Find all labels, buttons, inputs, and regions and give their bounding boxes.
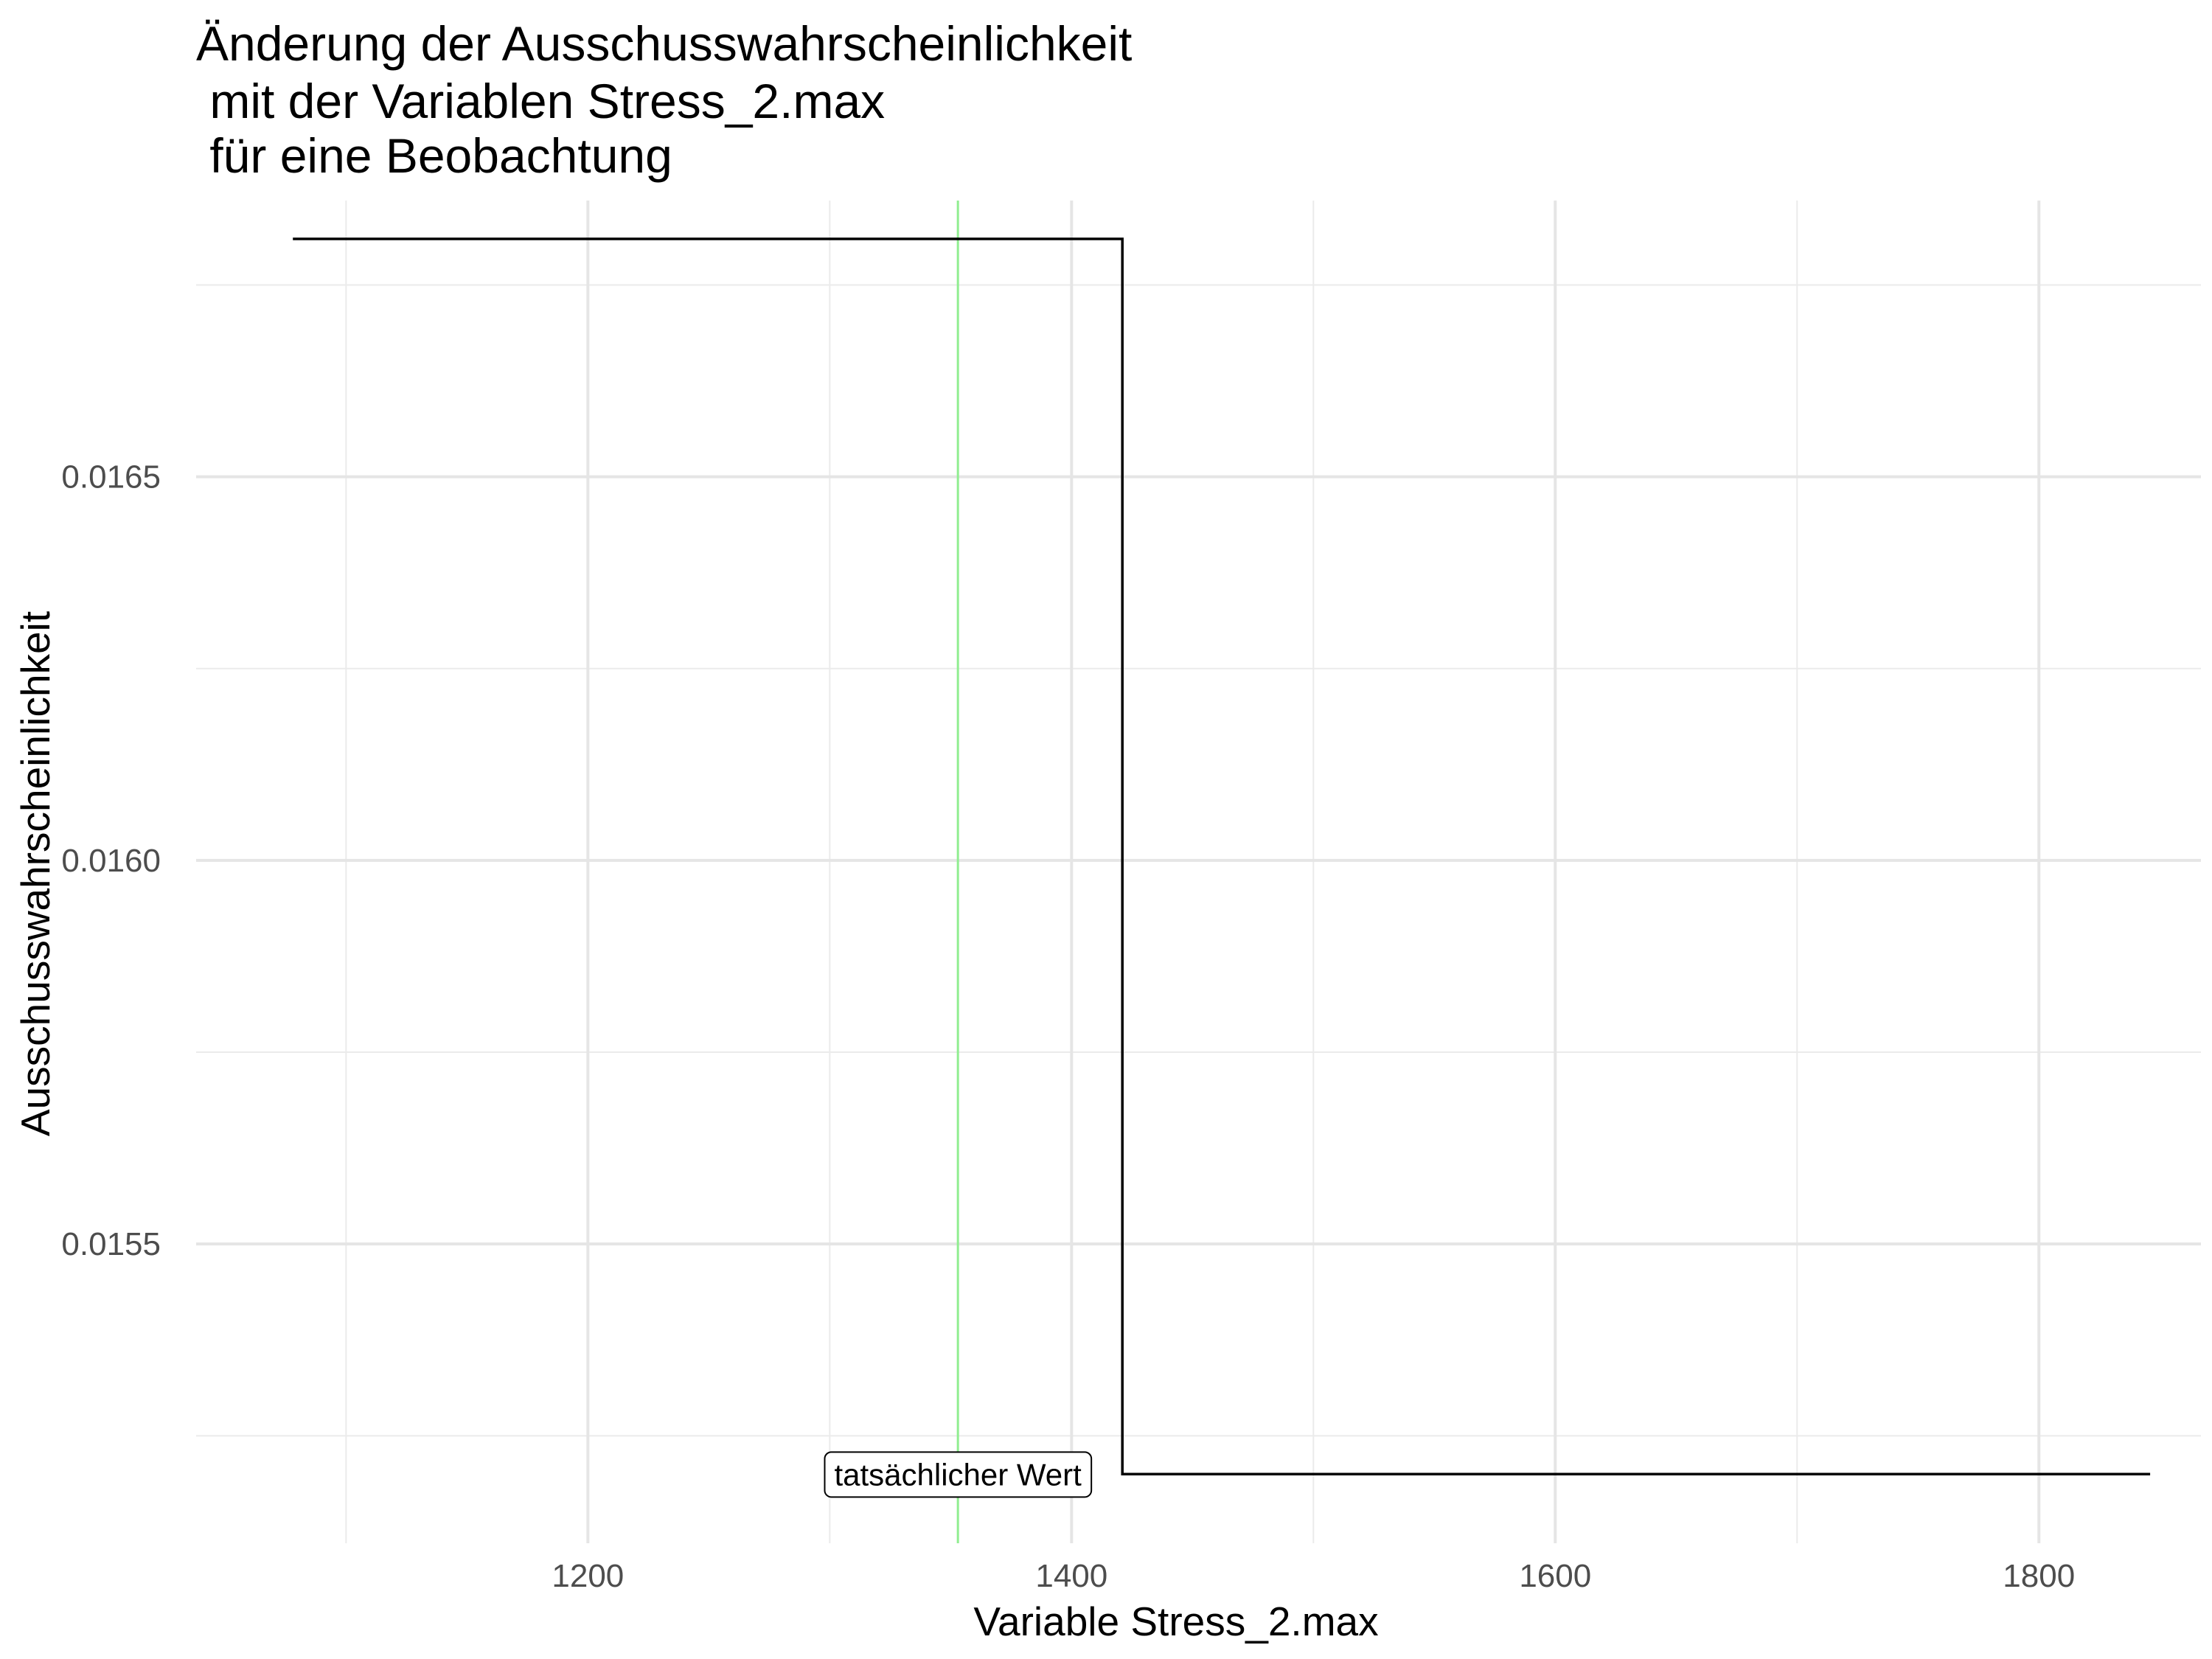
x-tick-label: 1400 — [1035, 1558, 1107, 1594]
y-tick-label: 0.0160 — [61, 843, 161, 879]
x-tick-label: 1600 — [1519, 1558, 1591, 1594]
series-layer — [293, 237, 2151, 1476]
x-tick-label: 1800 — [2003, 1558, 2075, 1594]
chart-title-line-2: mit der Variablen Stress_2.max — [196, 74, 886, 128]
grid-major — [196, 201, 2201, 1543]
x-tick-labels: 1200 1400 1600 1800 — [552, 1558, 2075, 1594]
chart-title-line-1: Änderung der Ausschusswahrscheinlichkeit — [196, 16, 1133, 71]
x-tick-label: 1200 — [552, 1558, 624, 1594]
annotation-box — [824, 1451, 1093, 1498]
annotation-text: tatsächlicher Wert — [834, 1457, 1082, 1492]
y-tick-label: 0.0165 — [61, 459, 161, 495]
step-line — [293, 237, 2151, 1476]
x-axis-title: Variable Stress_2.max — [973, 1599, 1378, 1644]
y-tick-labels: 0.0155 0.0160 0.0165 — [61, 459, 161, 1263]
annotation-layer: tatsächlicher Wert — [824, 1451, 1093, 1498]
y-tick-label: 0.0155 — [61, 1226, 161, 1262]
chart-title-line-3: für eine Beobachtung — [196, 128, 672, 183]
grid-minor — [196, 201, 2201, 1543]
y-axis-title: Ausschusswahrscheinlichkeit — [13, 611, 58, 1136]
